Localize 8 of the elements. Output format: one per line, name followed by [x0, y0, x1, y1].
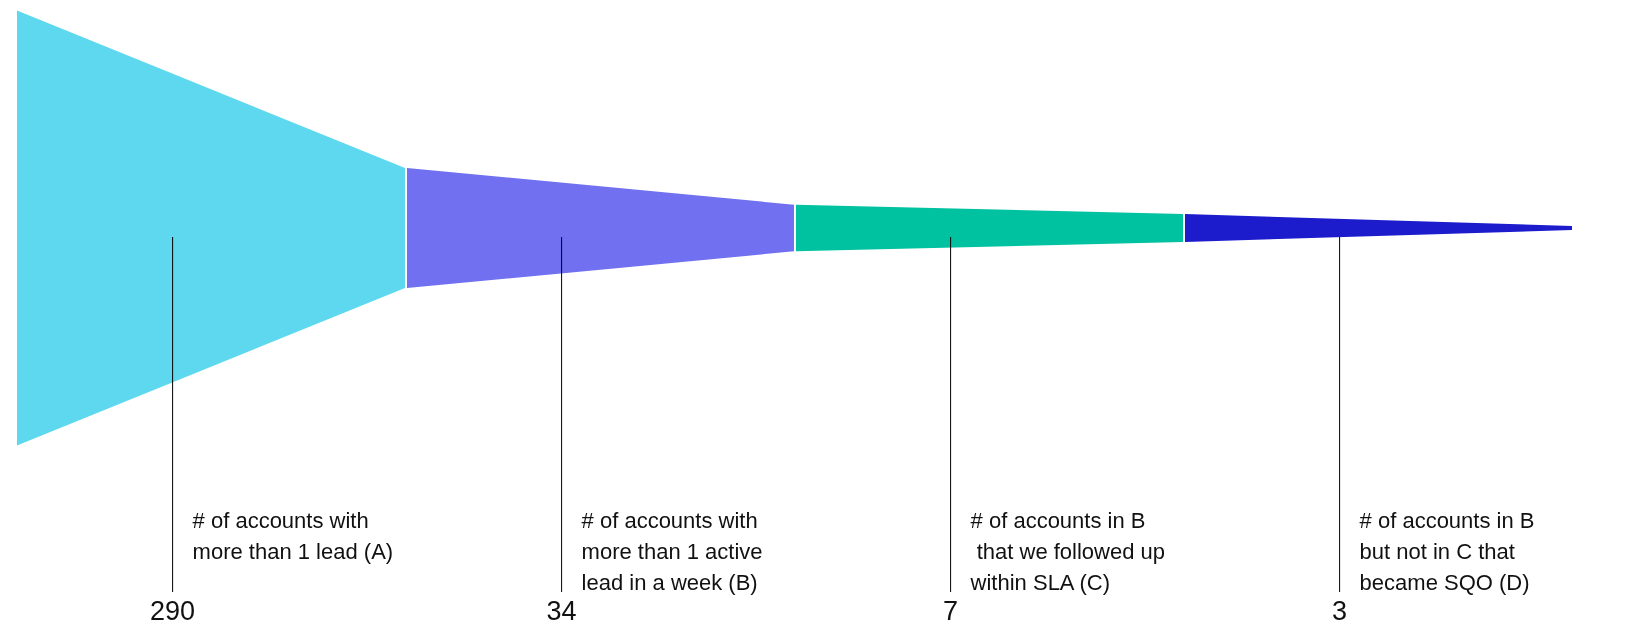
- data-label: 34: [546, 596, 577, 624]
- data-label: 3: [1332, 596, 1348, 624]
- data-label: 7: [943, 596, 959, 624]
- category-label: # of accounts in B but not in C that became SQO (D): [1359, 508, 1535, 595]
- data-label: 290: [150, 596, 196, 624]
- category-label: # of accounts with more than 1 active lead in a week (B): [581, 508, 763, 595]
- category-label: # of accounts with more than 1 lead (A): [192, 508, 394, 564]
- category-label: # of accounts in B that we followed up within SLA (C): [969, 508, 1166, 595]
